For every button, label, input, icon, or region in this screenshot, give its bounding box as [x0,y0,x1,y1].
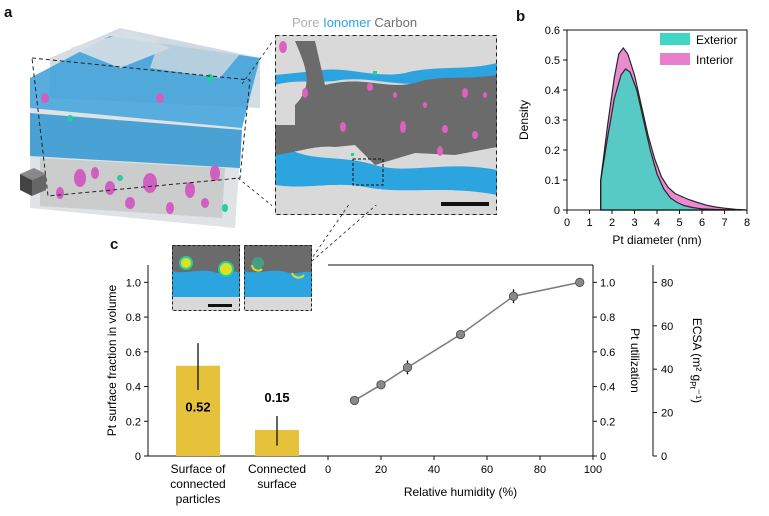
inset-connected-surface [244,245,312,311]
panel-a-label: a [4,4,13,21]
utilization-point [376,380,386,390]
x-tick-label: 5 [676,217,682,229]
inset-surface-of-connected-particles [172,245,240,311]
ecsa-tick-label: 40 [661,364,673,376]
ecsa-tick-label: 0 [661,451,667,463]
line-x-tick-label: 40 [428,464,440,476]
utilization-tick-label: 0.6 [600,347,615,359]
bar-y-tick-label: 0 [135,451,141,463]
phase-legend: Pore Ionomer Carbon [292,15,417,30]
ecsa-tick-label: 20 [661,408,673,420]
utilization-tick-label: 0.2 [600,416,615,428]
panel-c-label: c [110,236,119,253]
legend-label-exterior: Exterior [696,33,737,47]
x-tick-label: 7 [721,217,727,229]
scale-bar [441,202,489,206]
x-tick-label: 0 [564,217,570,229]
bar-category-label: surface [257,477,297,491]
utilization-point [402,362,413,373]
ecsa-axis-title: ECSA (m² gPt⁻¹) [688,318,704,403]
y-tick-label: 0.1 [545,175,560,187]
bar-y-tick-label: 1.0 [126,277,141,289]
bar-y-axis-title: Pt surface fraction in volume [105,284,119,436]
y-tick-label: 0.2 [545,145,560,157]
line-x-tick-label: 20 [375,464,387,476]
y-tick-label: 0.6 [545,25,560,37]
utilization-point [349,395,360,406]
bar-category-label: Surface of [171,462,226,476]
cross-section-slice [275,35,497,215]
bar-category-label: Connected [248,462,306,476]
legend-label-interior: Interior [696,53,733,67]
legend-swatch-exterior [660,33,690,45]
bar-y-tick-label: 0.2 [126,416,141,428]
bar-value-label: 0.52 [185,400,210,415]
legend-swatch-interior [660,53,690,65]
bar-value-label: 0.15 [264,390,289,405]
x-axis-title: Pt diameter (nm) [612,233,701,247]
x-tick-label: 1 [586,217,592,229]
utilization-tick-label: 0.4 [600,382,615,394]
x-tick-label: 2 [609,217,615,229]
utilization-point [508,291,519,301]
x-tick-label: 3 [631,217,637,229]
x-tick-label: 6 [699,217,705,229]
pt-surface-utilization-chart: 0 0.2 0.4 0.6 0.8 1.0 Pt surface fraction in v… [105,264,704,506]
y-tick-label: 0.3 [545,115,560,127]
x-tick-label: 8 [744,217,750,229]
y-tick-label: 0.5 [545,55,560,67]
ecsa-tick-label: 60 [661,321,673,333]
y-axis-title: Density [517,100,531,140]
bar-y-tick-label: 0.6 [126,347,141,359]
line-x-tick-label: 100 [584,464,602,476]
y-tick-label: 0.4 [545,85,560,97]
line-x-tick-label: 80 [534,464,546,476]
pt-diameter-density-chart: 0 1 2 3 4 5 6 7 8 0 0.1 0.2 0.3 0.4 0.5 0.6 Pt diameter … [517,25,750,247]
x-tick-label: 4 [654,217,660,229]
utilization-point [455,329,466,340]
legend-carbon: Carbon [374,15,418,30]
y-tick-label: 0 [554,205,560,217]
zoom-connector [309,205,377,262]
bar-category-label: particles [176,492,221,506]
legend-ionomer: Ionomer [323,15,371,30]
tomography-volume-render [20,28,272,228]
density-area-exterior [600,68,736,211]
line-x-tick-label: 0 [325,464,331,476]
utilization-tick-label: 0.8 [600,312,615,324]
utilization-line [354,281,580,402]
line-x-tick-label: 60 [481,464,493,476]
utilization-tick-label: 1.0 [600,277,615,289]
legend-pore: Pore [292,15,320,30]
utilization-axis-title: Pt utilization [628,328,642,393]
line-x-axis-title: Relative humidity (%) [404,485,517,499]
utilization-tick-label: 0 [600,451,606,463]
utilization-point [575,277,585,287]
scale-cube-icon [20,168,46,196]
ecsa-tick-label: 80 [661,277,673,289]
panel-b-label: b [516,8,526,25]
bar-y-tick-label: 0.8 [126,312,141,324]
bar-y-tick-label: 0.4 [126,382,141,394]
bar-category-label: connected [170,477,225,491]
